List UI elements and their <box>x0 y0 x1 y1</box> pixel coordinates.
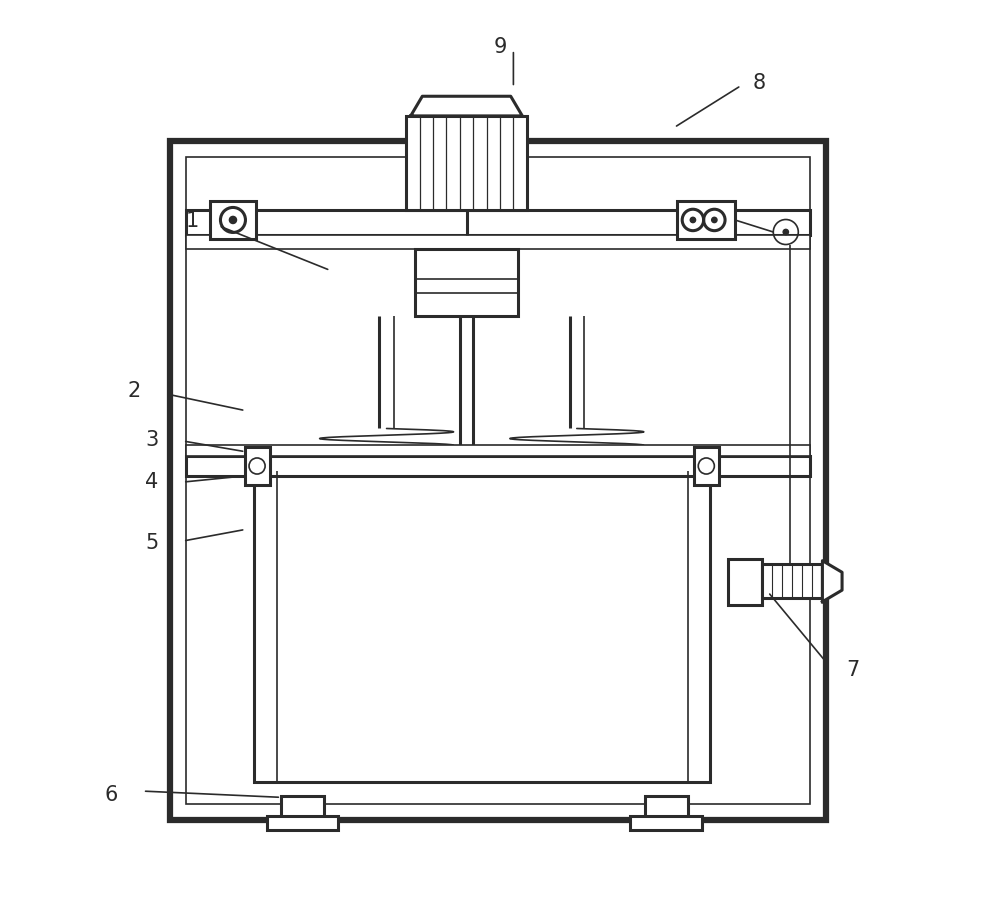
Bar <box>254 472 710 782</box>
Text: 8: 8 <box>752 73 766 93</box>
Bar <box>186 157 810 804</box>
Bar <box>186 235 810 249</box>
Bar <box>210 200 256 239</box>
Text: 4: 4 <box>145 472 158 493</box>
Text: 1: 1 <box>185 211 199 231</box>
Bar <box>281 795 324 818</box>
Bar <box>728 559 762 605</box>
Circle shape <box>690 218 696 222</box>
Bar <box>762 564 822 599</box>
Bar <box>406 116 527 210</box>
Bar <box>645 795 688 818</box>
Text: 6: 6 <box>105 785 118 805</box>
Bar <box>186 456 810 476</box>
Text: 2: 2 <box>127 381 140 401</box>
Bar <box>630 816 702 831</box>
Bar <box>170 141 826 820</box>
Bar <box>415 249 518 316</box>
Text: 7: 7 <box>846 659 859 679</box>
Circle shape <box>712 218 717 222</box>
Circle shape <box>229 217 237 223</box>
Bar <box>267 816 338 831</box>
Bar <box>186 210 810 235</box>
Bar <box>694 447 719 484</box>
Text: 3: 3 <box>145 430 158 450</box>
Bar <box>186 445 810 456</box>
Text: 9: 9 <box>493 37 507 57</box>
Polygon shape <box>411 96 522 116</box>
Bar <box>677 200 735 239</box>
Bar <box>245 447 270 484</box>
Polygon shape <box>822 561 842 601</box>
Circle shape <box>783 229 788 235</box>
Text: 5: 5 <box>145 532 158 552</box>
